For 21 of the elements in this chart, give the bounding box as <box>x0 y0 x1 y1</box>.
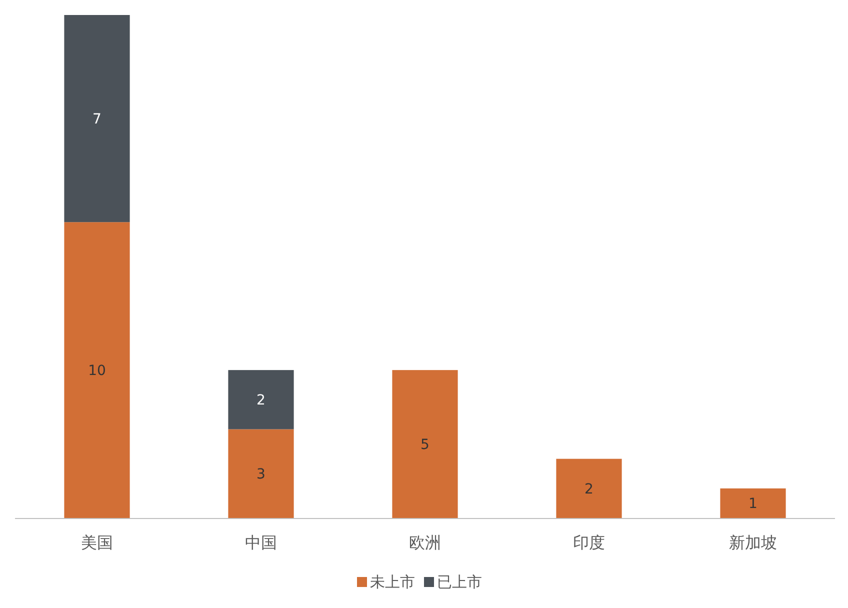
data-label: 10 <box>88 363 106 380</box>
x-tick-label: 新加坡 <box>729 533 777 552</box>
legend-label: 已上市 <box>437 573 482 591</box>
bar <box>720 488 786 518</box>
bar <box>556 458 622 518</box>
bar <box>228 370 294 430</box>
data-label: 2 <box>584 481 594 498</box>
legend-label: 未上市 <box>370 573 415 591</box>
x-tick-label: 欧洲 <box>409 533 441 552</box>
data-label: 7 <box>92 112 102 128</box>
bar <box>228 429 294 518</box>
bar <box>392 370 458 518</box>
data-label: 3 <box>256 466 266 483</box>
x-tick-label: 印度 <box>573 533 605 552</box>
x-tick-label: 中国 <box>245 533 277 552</box>
bar <box>64 222 130 518</box>
bar <box>64 15 130 222</box>
x-tick-label: 美国 <box>81 533 113 552</box>
data-label: 5 <box>420 437 430 454</box>
data-label: 1 <box>748 496 758 512</box>
data-label: 2 <box>256 392 266 409</box>
